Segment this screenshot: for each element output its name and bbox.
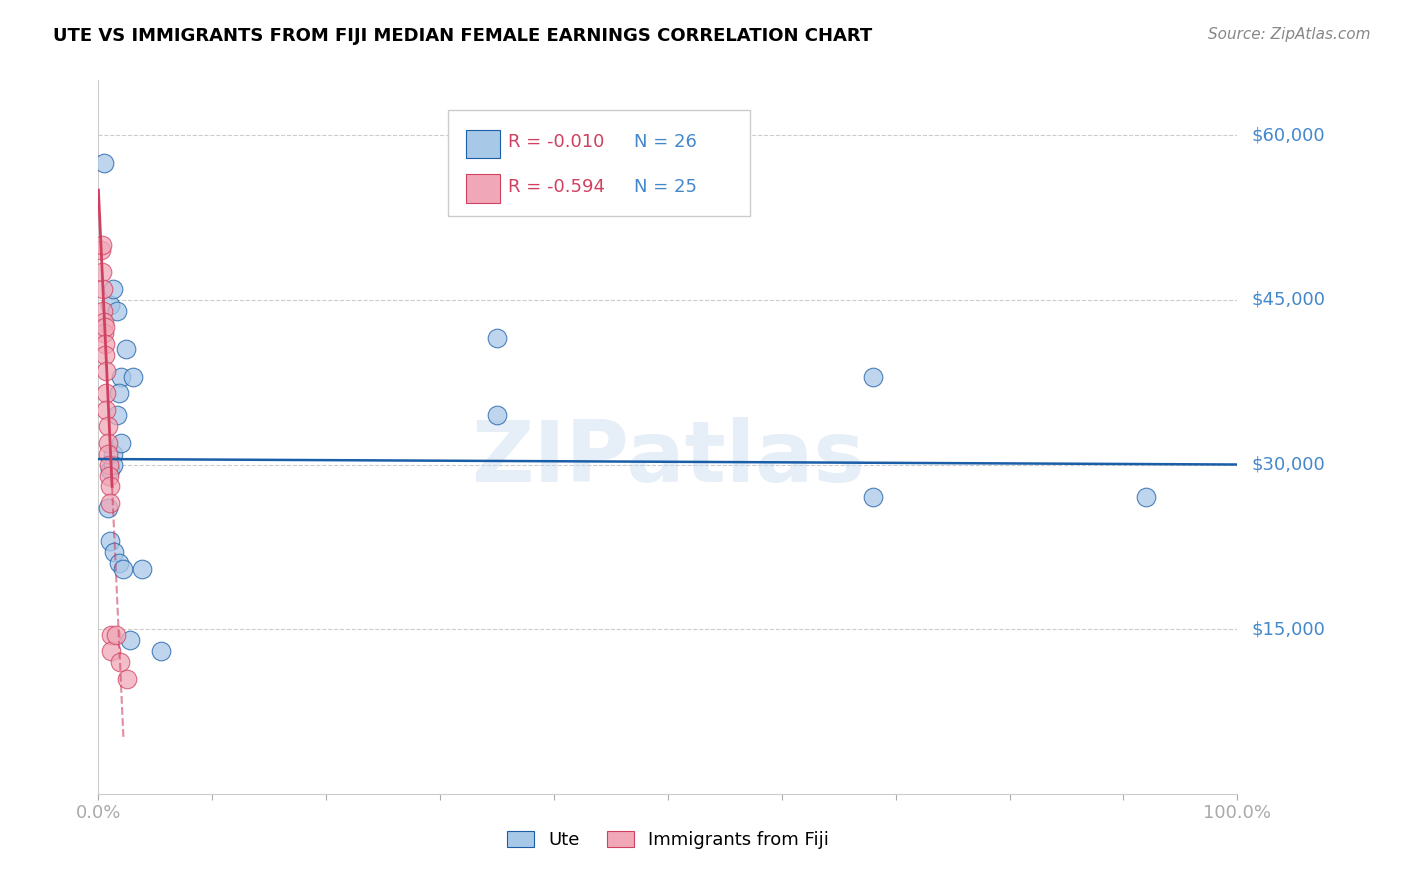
Point [104, 628, 127, 642]
Point [121, 369, 143, 384]
Text: UTE VS IMMIGRANTS FROM FIJI MEDIAN FEMALE EARNINGS CORRELATION CHART: UTE VS IMMIGRANTS FROM FIJI MEDIAN FEMAL… [53, 27, 873, 45]
Legend: Ute, Immigrants from Fiji: Ute, Immigrants from Fiji [499, 823, 837, 856]
Point [93, 155, 115, 169]
Point [103, 446, 125, 460]
Point [486, 331, 509, 345]
Bar [467, 129, 501, 158]
Point [105, 303, 128, 318]
Point [93, 326, 115, 340]
Point [96, 402, 118, 417]
Point [90, 244, 112, 258]
Point [98, 479, 121, 493]
Point [96, 364, 118, 378]
Point [98, 298, 121, 312]
Point [94, 348, 117, 362]
Point [112, 562, 135, 576]
Point [98, 534, 121, 549]
Text: N = 25: N = 25 [634, 178, 697, 196]
Text: Source: ZipAtlas.com: Source: ZipAtlas.com [1208, 27, 1371, 42]
Point [98, 496, 121, 510]
Point [115, 672, 138, 686]
Bar [467, 175, 501, 203]
Point [108, 557, 131, 571]
Point [100, 644, 122, 658]
FancyBboxPatch shape [449, 111, 749, 216]
Text: $60,000: $60,000 [1251, 126, 1324, 145]
Text: $15,000: $15,000 [1251, 620, 1324, 638]
Point [110, 369, 132, 384]
Point [96, 446, 118, 460]
Point [96, 386, 118, 401]
Point [150, 644, 173, 658]
Text: R = -0.594: R = -0.594 [509, 178, 606, 196]
Point [90, 265, 112, 279]
Point [93, 315, 115, 329]
Point [91, 303, 114, 318]
Point [103, 545, 125, 559]
Point [103, 458, 125, 472]
Point [97, 468, 120, 483]
Point [110, 435, 132, 450]
Text: $45,000: $45,000 [1251, 291, 1326, 309]
Point [100, 628, 122, 642]
Point [94, 320, 117, 334]
Point [486, 408, 509, 422]
Point [862, 491, 884, 505]
Point [103, 282, 125, 296]
Point [114, 343, 136, 357]
Text: $30,000: $30,000 [1251, 456, 1324, 474]
Point [1135, 491, 1157, 505]
Point [120, 633, 142, 648]
Point [108, 655, 131, 669]
Point [862, 369, 884, 384]
Point [90, 238, 112, 252]
Point [94, 336, 117, 351]
Point [97, 458, 120, 472]
Point [108, 386, 131, 401]
Point [91, 282, 114, 296]
Point [131, 562, 153, 576]
Point [96, 501, 118, 516]
Text: N = 26: N = 26 [634, 134, 696, 152]
Point [105, 408, 128, 422]
Point [98, 463, 121, 477]
Text: R = -0.010: R = -0.010 [509, 134, 605, 152]
Text: ZIPatlas: ZIPatlas [471, 417, 865, 500]
Point [96, 419, 118, 434]
Point [96, 435, 118, 450]
